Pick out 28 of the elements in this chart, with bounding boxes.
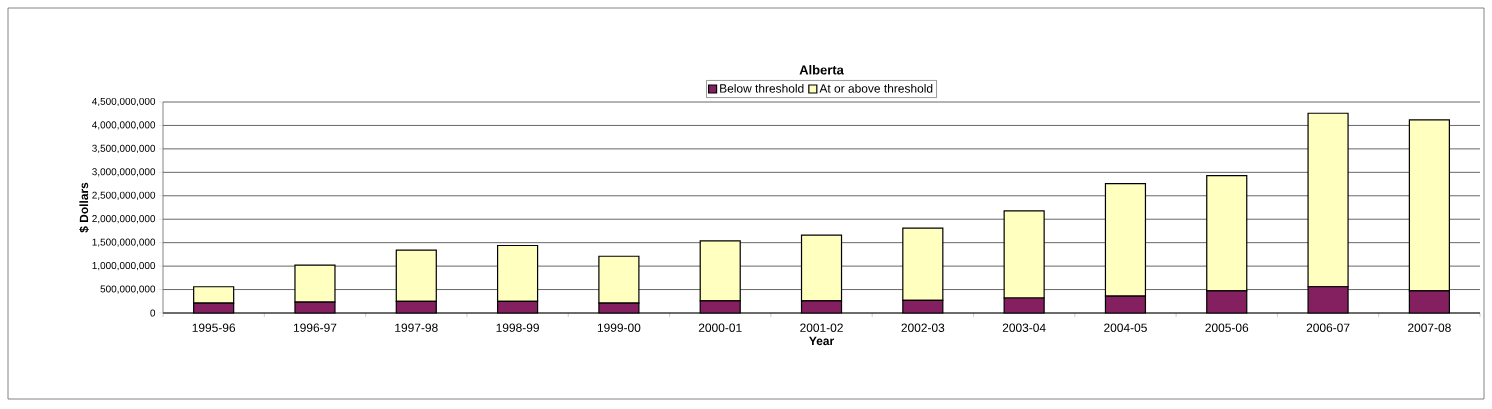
- y-tick-label: 3,500,000,000: [92, 144, 156, 154]
- y-tick-label: 500,000,000: [100, 285, 156, 294]
- y-tick-label: 2,000,000,000: [92, 215, 156, 224]
- x-tick-label: 1996-97: [293, 323, 337, 332]
- legend-label: At or above threshold: [819, 83, 933, 93]
- x-tick-label: 2003-04: [1002, 323, 1046, 332]
- x-tick-label: 2004-05: [1104, 323, 1147, 332]
- x-tick-label: 1999-00: [597, 323, 641, 332]
- x-tick-label: 2005-06: [1205, 323, 1249, 332]
- y-tick-label: 1,500,000,000: [92, 238, 156, 247]
- y-tick-label: 4,500,000,000: [92, 97, 156, 107]
- x-tick-label: 2001-02: [800, 323, 843, 332]
- legend-label: Below threshold: [720, 83, 804, 93]
- y-tick-label: 1,000,000,000: [92, 262, 156, 271]
- y-tick-label: 0: [150, 309, 156, 317]
- y-axis-title: $ Dollars: [79, 182, 89, 233]
- x-tick-label: 1997-98: [395, 323, 438, 332]
- x-tick-label: 2007-08: [1408, 323, 1451, 332]
- x-axis-title: Year: [809, 336, 834, 346]
- x-tick-label: 2006-07: [1306, 323, 1350, 332]
- y-tick-label: 4,000,000,000: [92, 121, 156, 130]
- chart-title: Alberta: [799, 64, 844, 75]
- x-tick-label: 2000-01: [698, 323, 742, 332]
- y-tick-label: 2,500,000,000: [92, 191, 156, 200]
- x-tick-label: 1995-96: [192, 323, 236, 332]
- x-tick-label: 2002-03: [901, 323, 945, 332]
- x-tick-label: 1998-99: [496, 323, 539, 332]
- y-tick-label: 3,000,000,000: [92, 168, 156, 177]
